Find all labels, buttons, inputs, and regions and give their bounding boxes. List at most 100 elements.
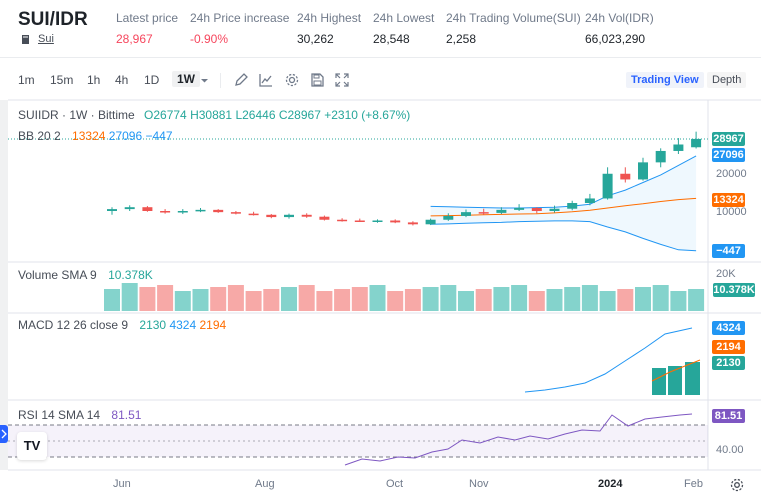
time-axis-label: 2024 — [598, 478, 623, 490]
rsi-line — [344, 413, 693, 466]
volume-bar — [652, 285, 669, 311]
bb-lower-line — [430, 220, 697, 252]
macd-line — [524, 327, 693, 393]
candle-body — [284, 214, 294, 218]
volume-bar — [334, 289, 351, 311]
volume-bar — [528, 291, 545, 311]
stat-24h-highest: 24h Highest 30,262 — [297, 11, 362, 46]
stat-24h-vol-idr: 24h Vol(IDR) 66,023,290 — [585, 11, 654, 46]
toolbar-divider — [220, 73, 221, 88]
volume-bar — [475, 289, 492, 311]
candle-body — [461, 212, 471, 216]
candle-body — [655, 150, 666, 163]
sidebar-toggle[interactable] — [0, 425, 8, 443]
macd-signal-line — [651, 359, 701, 382]
volume-tag: 10.378K — [713, 283, 755, 297]
signal-tag: 2194 — [712, 340, 745, 354]
volume-bar — [635, 287, 651, 311]
interval-1m[interactable]: 1m — [18, 73, 35, 87]
time-axis-label: Oct — [386, 478, 403, 490]
volume-bar — [121, 283, 138, 311]
price-tick: 10000 — [716, 206, 747, 218]
rsi-tick: 40.00 — [716, 444, 744, 456]
volume-bar — [511, 285, 528, 311]
volume-bar — [564, 287, 581, 311]
candle-body — [407, 222, 418, 225]
candle-body — [514, 207, 525, 210]
volume-bar — [157, 285, 174, 311]
tradingview-logo[interactable]: TV — [17, 432, 47, 460]
drawing-sidebar[interactable] — [0, 100, 8, 470]
volume-bar — [422, 287, 439, 311]
symbol-legend: SUIIDR · 1W · Bittime O26774 H30881 L264… — [18, 108, 411, 122]
candle-body — [691, 138, 702, 148]
time-axis-label: Feb — [684, 478, 703, 490]
price-tick: 20000 — [716, 168, 747, 180]
macd-legend: MACD 12 26 close 9 2130 4324 2194 — [18, 318, 227, 332]
volume-bar — [688, 289, 705, 311]
candle-body — [496, 209, 507, 213]
interval-1d[interactable]: 1D — [144, 73, 160, 87]
save-icon[interactable] — [309, 72, 325, 88]
bb-band-fill — [430, 155, 697, 251]
volume-bar — [192, 289, 209, 311]
volume-bar — [617, 289, 634, 311]
line-chart-icon[interactable] — [258, 72, 274, 88]
volume-bar — [387, 291, 404, 311]
candle-body — [638, 162, 648, 180]
interval-1w[interactable]: 1W — [172, 71, 200, 87]
macd-histogram-bar — [685, 362, 700, 395]
candle-body — [301, 214, 312, 217]
candle-body — [124, 207, 135, 210]
candle-body — [531, 207, 542, 211]
volume-bar — [281, 287, 297, 311]
bb-lower-tag: −447 — [712, 244, 745, 258]
fullscreen-icon[interactable] — [334, 72, 350, 88]
candle-body — [337, 219, 348, 222]
candle-body — [354, 220, 365, 222]
volume-bar — [369, 285, 386, 311]
stat-trading-volume: 24h Trading Volume(SUI) 2,258 — [446, 11, 581, 46]
chevron-down-icon[interactable] — [200, 76, 209, 85]
candle-body — [142, 207, 153, 211]
rsi-legend: RSI 14 SMA 14 81.51 — [18, 408, 142, 422]
histogram-tag: 2130 — [712, 356, 745, 370]
chevron-right-icon[interactable] — [1, 429, 7, 439]
stat-24h-lowest: 24h Lowest 28,548 — [373, 11, 435, 46]
interval-1h[interactable]: 1h — [87, 73, 101, 87]
pair-title: SUI/IDR — [18, 9, 88, 30]
candle-body — [230, 212, 241, 214]
gear-icon[interactable] — [284, 72, 300, 88]
candle-body — [567, 203, 578, 209]
chart-toolbar: 1m 15m 1h 4h 1D 1W Trading View Depth — [0, 68, 761, 94]
candle-body — [478, 212, 489, 214]
bb-upper-line — [430, 155, 697, 209]
candle-body — [319, 216, 330, 220]
candle-body — [390, 220, 401, 223]
bb-basis-line — [430, 197, 697, 217]
macd-tag: 4324 — [712, 321, 745, 335]
volume-bar — [174, 291, 191, 311]
candle-body — [107, 209, 117, 211]
volume-bar — [245, 291, 262, 311]
pencil-icon[interactable] — [233, 72, 249, 88]
interval-4h[interactable]: 4h — [115, 73, 129, 87]
candle-body — [443, 215, 454, 220]
candle-body — [195, 209, 206, 212]
candle-body — [372, 220, 383, 222]
settings-gear-icon[interactable] — [729, 477, 745, 493]
volume-bar — [581, 285, 598, 311]
candles-layer — [107, 131, 702, 226]
volume-bar — [599, 291, 616, 311]
trading-view-button[interactable]: Trading View — [626, 72, 704, 88]
candle-body — [177, 211, 188, 213]
coin-link[interactable]: Sui — [38, 33, 54, 45]
volume-bar — [316, 291, 333, 311]
volume-layer — [104, 283, 705, 311]
volume-bar — [404, 289, 421, 311]
time-axis-label: Aug — [255, 478, 275, 490]
interval-15m[interactable]: 15m — [50, 73, 74, 87]
depth-button[interactable]: Depth — [707, 72, 747, 88]
candle-body — [213, 209, 224, 213]
